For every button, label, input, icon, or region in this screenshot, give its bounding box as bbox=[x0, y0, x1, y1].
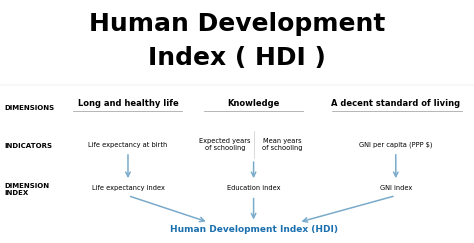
Text: INDICATORS: INDICATORS bbox=[5, 143, 53, 149]
Text: Human Development Index (HDI): Human Development Index (HDI) bbox=[170, 225, 337, 234]
Text: DIMENSION
INDEX: DIMENSION INDEX bbox=[5, 183, 50, 196]
Text: DIMENSIONS: DIMENSIONS bbox=[5, 105, 55, 111]
Text: Human Development: Human Development bbox=[89, 12, 385, 36]
Text: Long and healthy life: Long and healthy life bbox=[78, 99, 178, 108]
Text: Life expectancy at birth: Life expectancy at birth bbox=[88, 142, 168, 148]
Text: Mean years
of schooling: Mean years of schooling bbox=[262, 138, 302, 151]
Text: GNI per capita (PPP $): GNI per capita (PPP $) bbox=[359, 141, 433, 148]
Text: Expected years
of schooling: Expected years of schooling bbox=[200, 138, 251, 151]
Text: Index ( HDI ): Index ( HDI ) bbox=[148, 46, 326, 70]
Text: GNI index: GNI index bbox=[380, 185, 412, 191]
Text: Education index: Education index bbox=[227, 185, 280, 191]
Text: Knowledge: Knowledge bbox=[228, 99, 280, 108]
Text: A decent standard of living: A decent standard of living bbox=[331, 99, 460, 108]
Text: Life expectancy index: Life expectancy index bbox=[91, 185, 164, 191]
